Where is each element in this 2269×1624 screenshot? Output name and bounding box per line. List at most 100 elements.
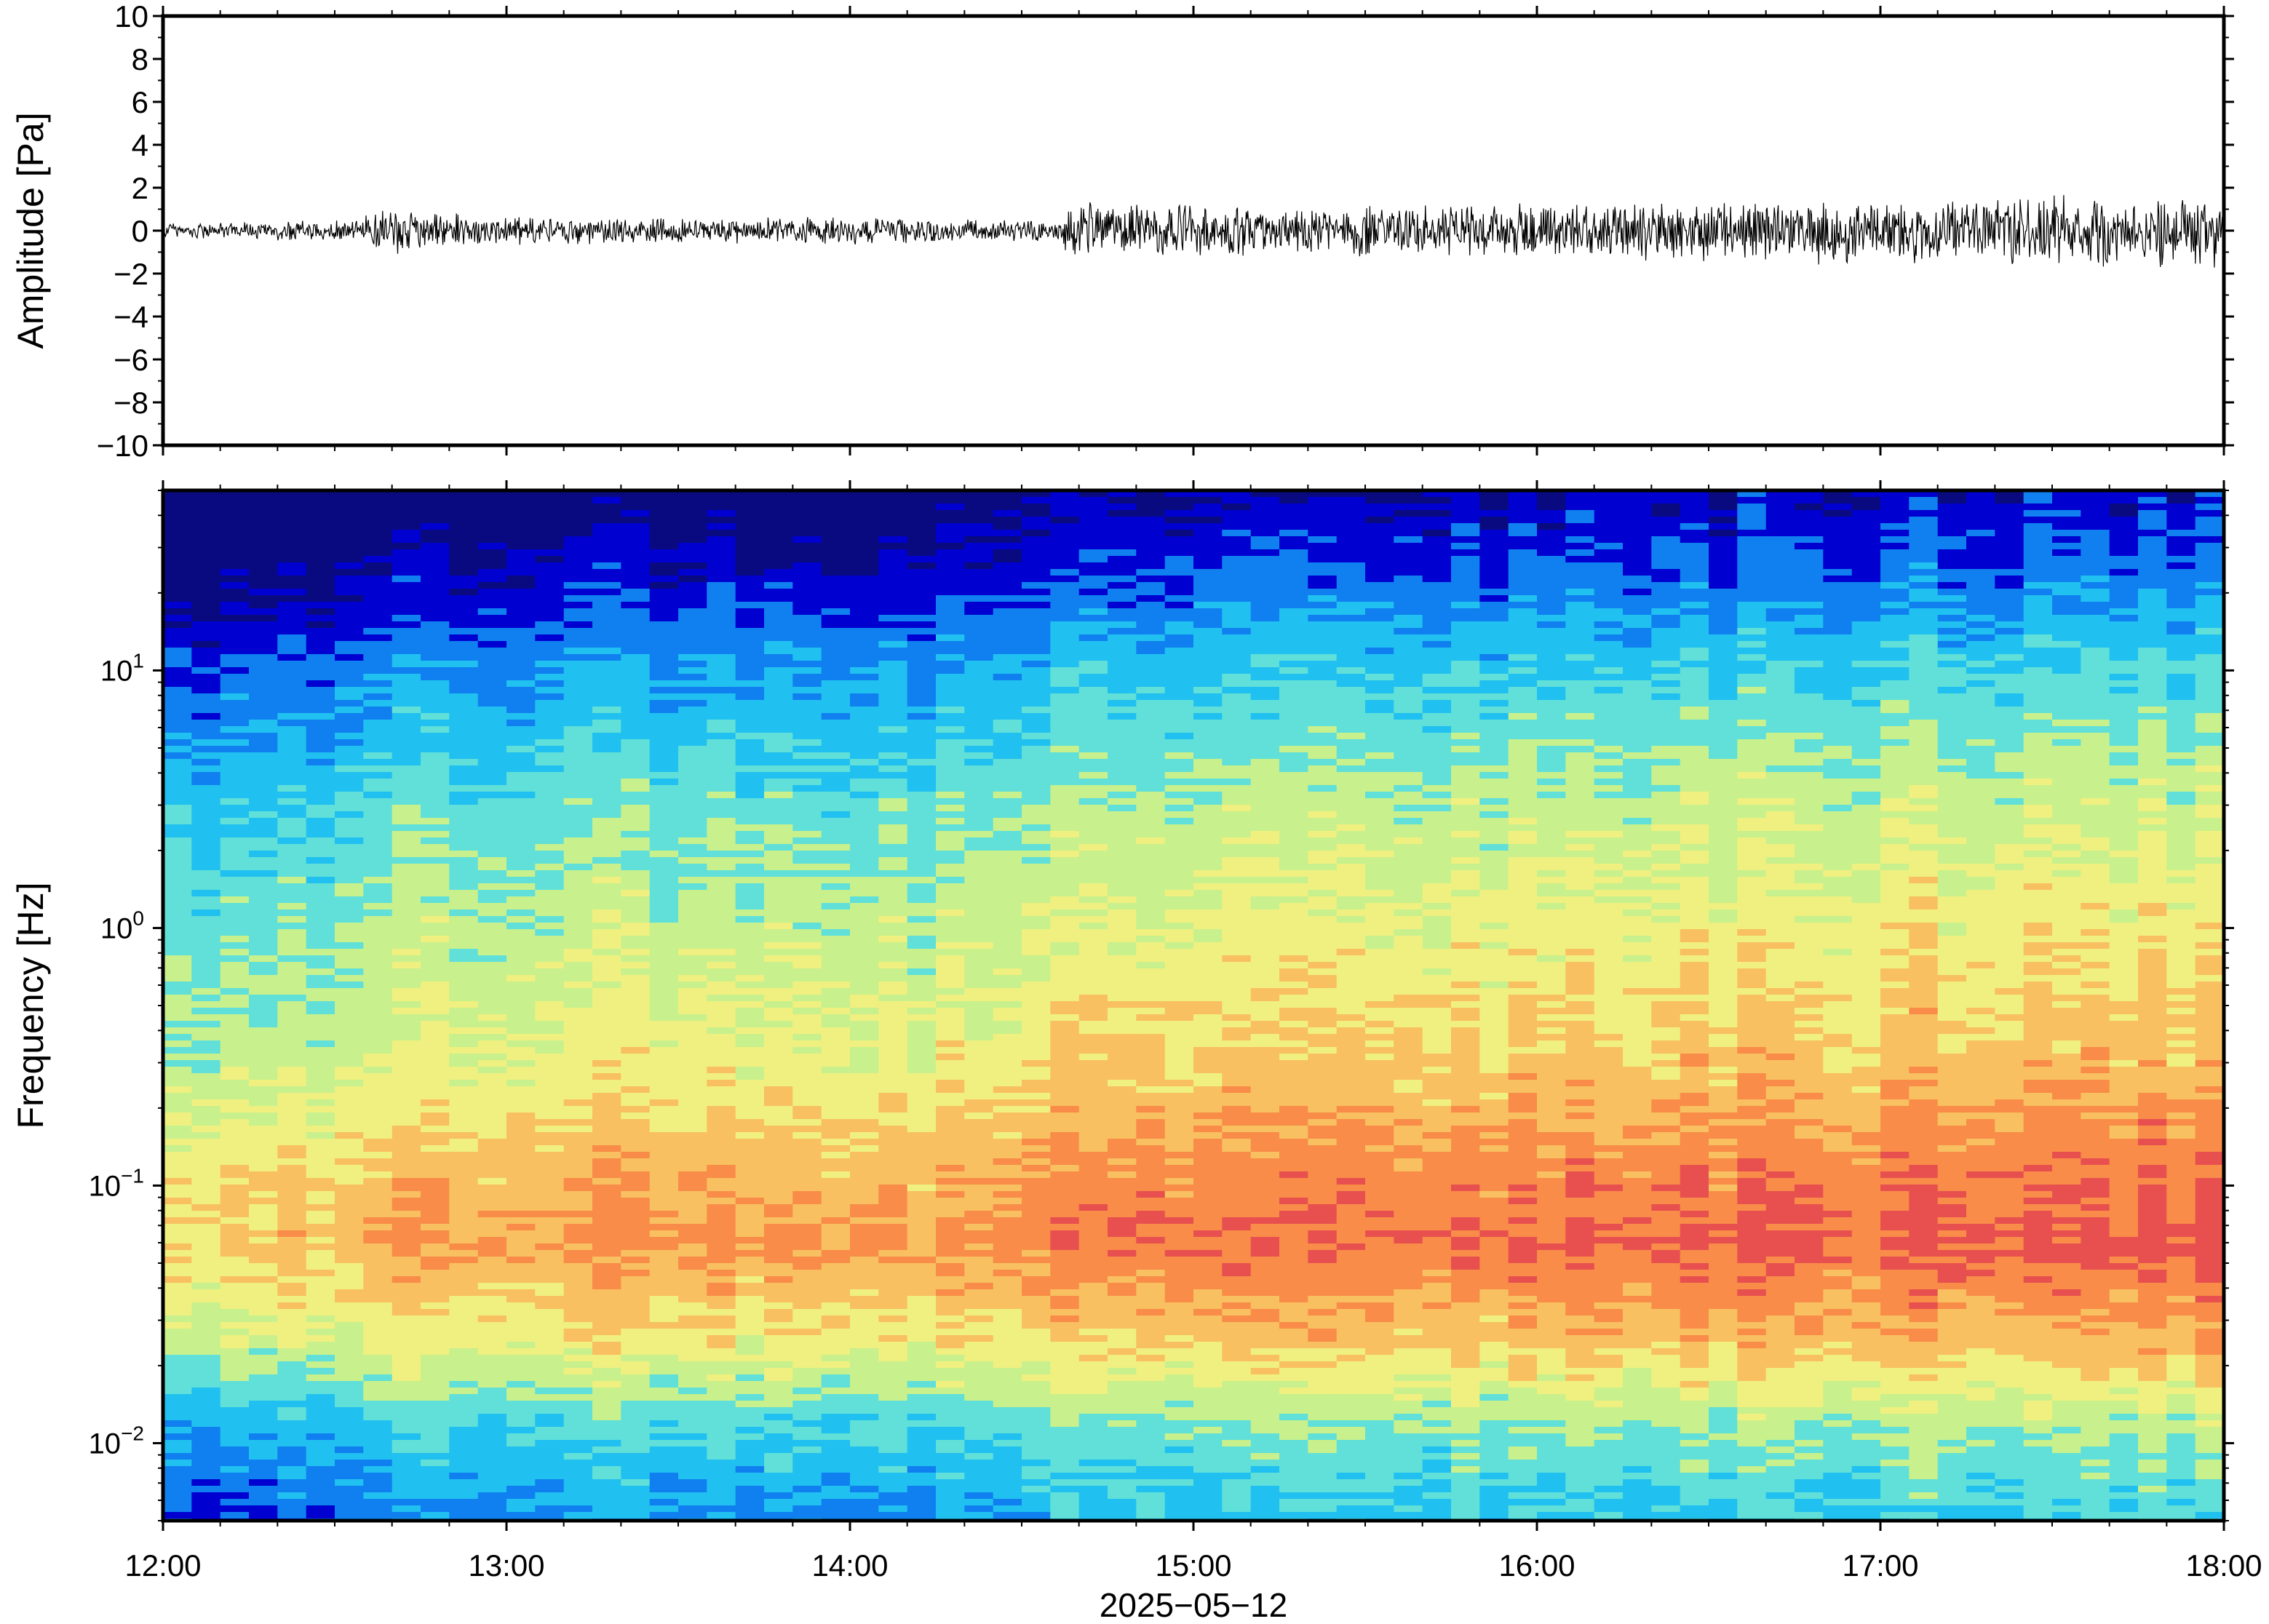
spectrogram-cell [163,1198,192,1205]
spectrogram-cell [764,602,793,609]
spectrogram-cell [850,1263,879,1270]
spectrogram-cell [563,1394,593,1401]
spectrogram-cell [707,1145,736,1153]
spectrogram-cell [335,1512,364,1519]
spectrogram-cell [535,1446,565,1454]
spectrogram-cell [1022,1315,1051,1323]
spectrogram-cell [249,877,278,884]
spectrogram-cell [477,1047,507,1054]
spectrogram-cell [936,1342,965,1349]
spectrogram-cell [1022,1204,1051,1211]
spectrogram-cell [764,543,793,550]
spectrogram-cell [392,700,421,707]
spectrogram-cell [563,1099,593,1107]
spectrogram-cell [477,1302,507,1310]
spectrogram-cell [506,1126,536,1133]
spectrogram-cell [306,549,335,557]
spectrogram-cell [363,785,393,792]
spectrogram-cell [335,1001,364,1008]
spectrogram-cell [1022,949,1051,956]
spectrogram-cell [335,1270,364,1277]
spectrogram-cell [621,576,651,583]
spectrogram-cell [649,824,679,832]
spectrogram-cell [735,536,765,544]
spectrogram-cell [249,1040,278,1048]
spectrogram-cell [449,1034,479,1041]
spectrogram-cell [907,1335,937,1342]
spectrogram-cell [163,1289,192,1297]
spectrogram-cell [936,517,965,524]
spectrogram-cell [964,949,994,956]
spectrogram-cell [1022,955,1051,963]
spectrogram-cell [764,595,793,602]
spectrogram-cell [649,490,679,498]
spectrogram-cell [220,621,250,629]
spectrogram-cell [449,890,479,897]
spectrogram-cell [678,621,707,629]
spectrogram-cell [878,1355,908,1362]
spectrogram-cell [535,1315,565,1323]
spectrogram-cell [936,706,965,714]
spectrogram-cell [678,909,707,917]
spectrogram-cell [506,641,536,648]
spectrogram-cell [821,975,851,982]
spectrogram-cell [735,1191,765,1198]
spectrogram-cell [1022,936,1051,943]
spectrogram-cell [964,608,994,616]
spectrogram-cell [678,1302,707,1310]
spectrogram-cell [907,903,937,910]
spectrogram-cell [392,1394,421,1401]
spectrogram-cell [1050,798,1080,805]
spectrogram-cell [1050,1027,1080,1035]
spectrogram-cell [449,1060,479,1067]
spectrogram-cell [707,883,736,891]
spectrogram-cell [506,1263,536,1270]
spectrogram-cell [392,837,421,845]
spectrogram-cell [678,1276,707,1283]
spectrogram-cell [621,765,651,773]
spectrogram-cell [477,1158,507,1166]
spectrogram-cell [878,1185,908,1192]
spectrogram-cell [249,589,278,596]
spectrogram-cell [821,1381,851,1388]
spectrogram-cell [392,523,421,530]
spectrogram-cell [850,1112,879,1120]
spectrogram-cell [277,1139,307,1146]
spectrogram-cell [392,962,421,969]
spectrogram-cell [506,1198,536,1205]
spectrogram-cell [535,549,565,557]
spectrogram-cell [191,1185,221,1192]
spectrogram-cell [535,995,565,1002]
spectrogram-cell [821,1361,851,1369]
spectrogram-cell [392,1086,421,1094]
spectrogram-cell [449,1191,479,1198]
spectrogram-cell [535,667,565,674]
spectrogram-cell [936,968,965,976]
spectrogram-cell [563,877,593,884]
spectrogram-cell [907,720,937,727]
spectrogram-cell [936,615,965,622]
spectrogram-cell [277,949,307,956]
spectrogram-cell [792,1348,822,1356]
spectrogram-cell [477,949,507,956]
spectrogram-cell [907,634,937,642]
spectrogram-cell [249,844,278,851]
spectrogram-cell [649,772,679,779]
spectrogram-cell [220,1211,250,1218]
spectrogram-cell [878,634,908,642]
spectrogram-cell [163,1296,192,1303]
spectrogram-cell [936,634,965,642]
spectrogram-cell [421,497,450,504]
spectrogram-cell [907,503,937,511]
spectrogram-cell [792,1139,822,1146]
spectrogram-cell [621,831,651,838]
spectrogram-cell [1022,1355,1051,1362]
spectrogram-cell [735,779,765,786]
spectrogram-cell [649,530,679,537]
spectrogram-cell [735,1270,765,1277]
spectrogram-cell [506,805,536,812]
spectrogram-cell [421,1027,450,1035]
spectrogram-cell [907,929,937,936]
spectrogram-cell [649,1243,679,1251]
spectrogram-cell [1050,818,1080,825]
